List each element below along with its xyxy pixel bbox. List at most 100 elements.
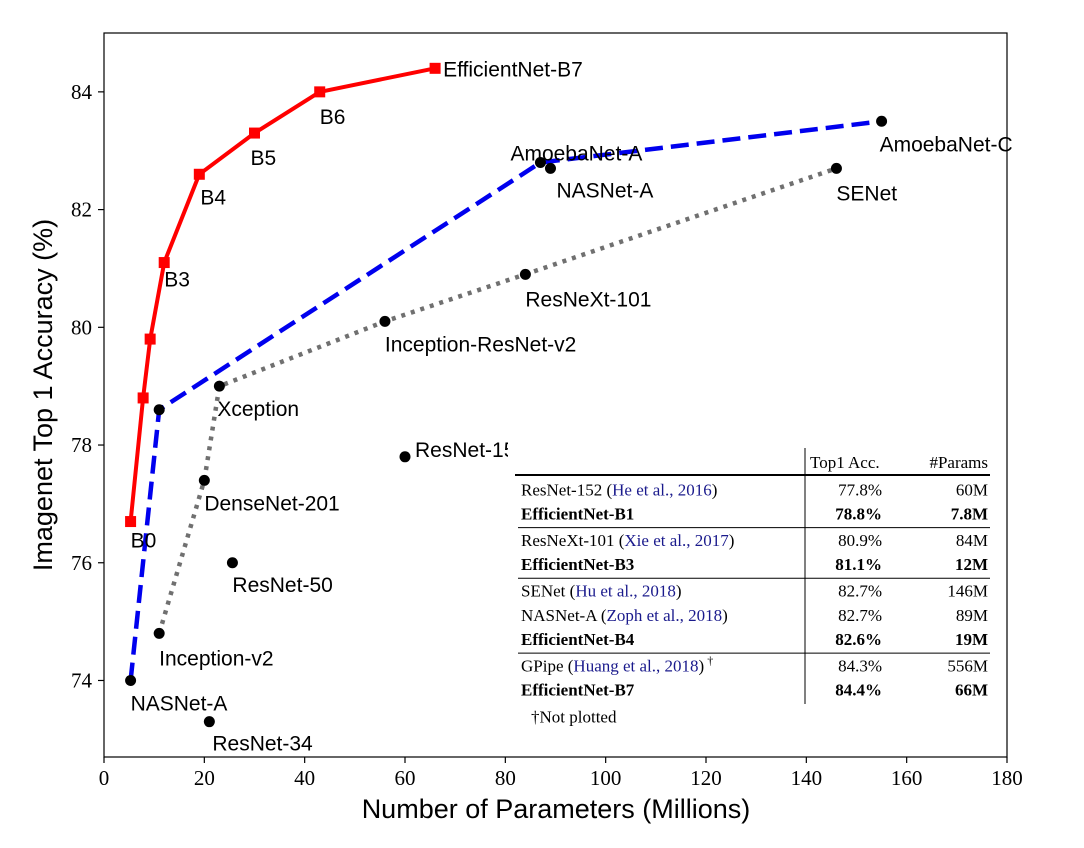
axes: 0 20 40 60 80 100 120 140 160 180 74 76 78 80 82 84 (71, 32, 1023, 790)
series-line-nas (128, 119, 882, 681)
point-label: Xception (217, 398, 299, 421)
table-background (508, 440, 996, 730)
point-label: NASNet-A (131, 692, 228, 715)
table-model-name: ResNet-152 (521, 480, 602, 499)
x-tick-label: 140 (791, 766, 823, 790)
x-tick-label: 80 (495, 766, 516, 790)
point-label: DenseNet-201 (204, 492, 339, 515)
table-paren: ) (722, 606, 728, 625)
table-row-model: EfficientNet-B4 (521, 630, 635, 649)
table-model-name: SENet (521, 582, 566, 601)
x-tick-label: 160 (891, 766, 923, 790)
table-acc: 82.7% (838, 606, 882, 625)
table-citation: Zoph et al., 2018 (606, 606, 722, 625)
table-row-model: ResNeXt-101 (Xie et al., 2017) (521, 531, 734, 550)
table-acc: 84.3% (838, 656, 882, 675)
point-label: B0 (131, 530, 157, 553)
table-params: 60M (956, 480, 988, 499)
table-model-name: GPipe (521, 656, 564, 675)
table-paren: ( (597, 606, 607, 625)
point-label: EfficientNet-B7 (443, 58, 583, 81)
table-acc: 81.1% (835, 555, 882, 574)
efficientnet-point (158, 257, 170, 269)
model-point (876, 115, 888, 127)
table-params: 89M (956, 606, 988, 625)
table-acc: 78.8% (835, 505, 882, 524)
series-line-efficientnet (128, 66, 436, 522)
x-tick-label: 180 (991, 766, 1023, 790)
table-dagger: † (704, 653, 713, 667)
table-model-name: ResNeXt-101 (521, 531, 614, 550)
table-citation: Hu et al., 2018 (575, 582, 676, 601)
point-label: ResNet-50 (232, 574, 332, 597)
point-label: B6 (320, 106, 346, 129)
y-axis-title: Imagenet Top 1 Accuracy (%) (28, 219, 58, 571)
table-row-model: EfficientNet-B3 (521, 555, 634, 574)
model-point (153, 627, 165, 639)
table-header-params: #Params (929, 453, 988, 472)
model-point (213, 380, 225, 392)
y-tick-label: 82 (71, 198, 92, 222)
point-label: ResNet-152 (415, 439, 527, 462)
series-line-manual (157, 166, 838, 635)
model-point (544, 162, 556, 174)
point-label: B5 (251, 147, 277, 170)
point-label: SENet (836, 182, 897, 205)
table-citation: He et al., 2016 (612, 480, 712, 499)
table-params: 84M (956, 531, 988, 550)
model-point (830, 162, 842, 174)
table-model-name: EfficientNet-B4 (521, 630, 635, 649)
table-citation: Xie et al., 2017 (624, 531, 729, 550)
point-label: AmoebaNet-A (510, 142, 642, 165)
model-point (125, 674, 137, 686)
table-params: 556M (947, 656, 988, 675)
table-footnote: †Not plotted (531, 708, 617, 727)
model-point (153, 404, 165, 416)
efficientnet-point (429, 62, 441, 74)
model-point (534, 156, 546, 168)
efficientnet-point (125, 516, 137, 528)
table-paren: ) (699, 656, 705, 675)
table-header-acc: Top1 Acc. (810, 453, 880, 472)
table-row-model: EfficientNet-B1 (521, 505, 634, 524)
table-acc: 77.8% (838, 480, 882, 499)
model-point (519, 268, 531, 280)
table-params: 146M (947, 582, 988, 601)
table-row-model: SENet (Hu et al., 2018) (521, 582, 682, 601)
model-point (198, 474, 210, 486)
table-model-name: EfficientNet-B7 (521, 681, 635, 700)
model-point (226, 557, 238, 569)
point-label: ResNet-34 (212, 733, 313, 756)
table-params: 66M (955, 681, 988, 700)
model-point (379, 315, 391, 327)
plot-frame (103, 32, 1008, 758)
table-paren: ) (676, 582, 682, 601)
point-label: ResNeXt-101 (525, 288, 651, 311)
point-label: AmoebaNet-C (880, 133, 1013, 156)
efficientnet-point (314, 86, 326, 98)
table-paren: ) (712, 480, 718, 499)
table-params: 19M (955, 630, 988, 649)
table-paren: ( (614, 531, 624, 550)
point-label: B3 (164, 269, 190, 292)
efficientnet-point (193, 168, 205, 180)
model-point (399, 451, 411, 463)
x-tick-label: 20 (194, 766, 215, 790)
efficientnet-point (144, 333, 156, 345)
table-params: 7.8M (951, 505, 988, 524)
table-paren: ( (602, 480, 612, 499)
point-label: B4 (200, 186, 226, 209)
y-tick-label: 76 (71, 551, 92, 575)
efficientnet-point (249, 127, 260, 139)
model-point (203, 716, 215, 728)
y-tick-label: 74 (71, 668, 93, 692)
efficientnet-point (137, 392, 149, 404)
point-label: Inception-ResNet-v2 (385, 333, 576, 356)
y-tick-label: 84 (71, 80, 93, 104)
x-tick-label: 40 (294, 766, 315, 790)
point-label: Inception-v2 (159, 647, 273, 670)
table-row-model: EfficientNet-B7 (521, 681, 635, 700)
table-row-model: NASNet-A (Zoph et al., 2018) (521, 606, 728, 625)
